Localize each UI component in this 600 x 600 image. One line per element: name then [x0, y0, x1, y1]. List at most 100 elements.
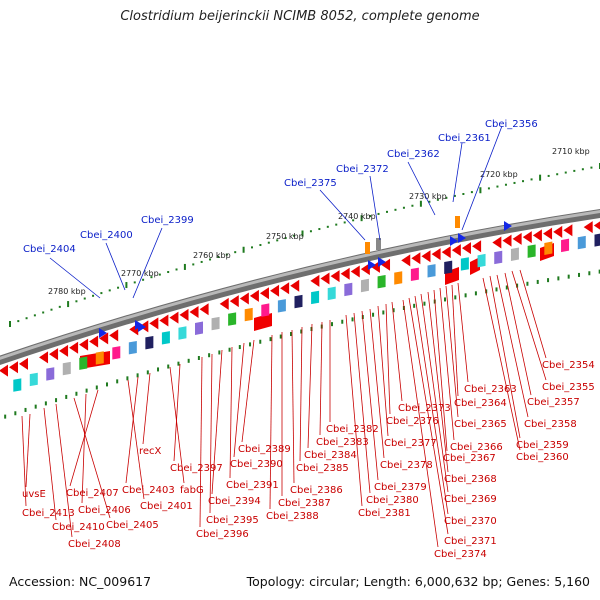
- lower-scale-dot: [474, 291, 477, 296]
- scale-dot: [301, 230, 304, 237]
- gene-label-red: Cbei_2390: [230, 459, 283, 470]
- lower-scale-dot: [197, 356, 200, 360]
- leader-line-red: [307, 323, 313, 449]
- gene-arrow: [512, 232, 522, 245]
- gene-label-red: Cbei_2359: [516, 440, 569, 451]
- gene-arrow: [593, 221, 600, 230]
- scale-dot: [225, 253, 228, 256]
- annotation-block: [228, 312, 237, 326]
- page-title: Clostridium beijerinckii NCIMB 8052, com…: [120, 9, 480, 24]
- scale-dot: [581, 168, 584, 171]
- gene-label-red: Cbei_2387: [278, 498, 331, 509]
- gene-arrow: [229, 295, 239, 308]
- gene-label-red: Cbei_2408: [68, 539, 121, 550]
- gene-arrow: [381, 258, 391, 271]
- leader-line-blue: [369, 175, 381, 241]
- gene-arrow: [441, 246, 451, 259]
- leader-line-red: [408, 297, 449, 535]
- scale-dot: [309, 230, 312, 233]
- gene-arrow: [199, 303, 209, 316]
- lower-scale-dot: [547, 278, 550, 283]
- scale-dot: [150, 276, 153, 279]
- scale-dot: [17, 320, 20, 323]
- gene-arrow: [421, 250, 431, 263]
- leader-line-blue: [452, 142, 463, 203]
- gene-arrow: [0, 364, 9, 377]
- lower-scale-dot: [34, 404, 37, 409]
- gene-label-red: Cbei_2383: [316, 437, 369, 448]
- gene-label-red: Cbei_2413: [22, 508, 75, 519]
- leader-line-red: [369, 308, 385, 459]
- feature-block: [455, 216, 460, 228]
- lower-scale-dot: [464, 293, 467, 298]
- scale-dot: [369, 215, 372, 218]
- gene-arrow: [249, 289, 259, 302]
- gene-label-blue: Cbei_2361: [438, 133, 491, 144]
- leader-line-red: [233, 342, 245, 458]
- leader-line-red: [519, 269, 547, 359]
- gene-label-red: Cbei_2363: [464, 384, 517, 395]
- gene-arrow: [320, 272, 330, 285]
- scale-dot: [183, 263, 186, 270]
- leader-line-red: [209, 353, 213, 514]
- lower-scale-dot: [75, 391, 78, 396]
- leader-line-red: [496, 274, 529, 418]
- blue-gene: [368, 260, 376, 270]
- annotation-block: [79, 356, 88, 370]
- gene-arrow: [472, 240, 482, 253]
- scale-dot: [175, 268, 178, 271]
- gene-label-red: Cbei_2364: [454, 398, 507, 409]
- gene-arrow: [179, 308, 189, 321]
- gene-label-red: Cbei_2391: [226, 480, 279, 491]
- annotation-block: [444, 260, 453, 275]
- gene-arrow: [350, 265, 360, 278]
- lower-scale-dot: [423, 301, 426, 306]
- gene-arrow: [99, 332, 109, 345]
- leader-line-blue: [319, 189, 366, 241]
- lower-scale-dot: [24, 407, 27, 412]
- scale-dot: [192, 263, 195, 266]
- label-leader-lines: [21, 125, 547, 548]
- gene-label-red: Cbei_2396: [196, 529, 249, 540]
- scale-dot: [267, 241, 270, 244]
- leader-line-red: [402, 299, 439, 548]
- annotation-block: [544, 241, 553, 255]
- gene-arrow: [431, 248, 441, 261]
- scale-dot: [259, 244, 262, 247]
- accession-text: Accession: NC_009617: [9, 574, 152, 589]
- leader-line-red: [211, 349, 223, 495]
- gene-label-red: Cbei_2388: [266, 511, 319, 522]
- leader-line-red: [291, 329, 295, 484]
- gene-arrow: [280, 282, 290, 295]
- scale-dot: [470, 191, 473, 194]
- leader-line-red: [199, 356, 203, 528]
- scale-dot: [522, 180, 525, 183]
- gene-arrow: [360, 263, 370, 276]
- scale-dot: [530, 178, 533, 181]
- lower-scale-dot: [95, 385, 98, 390]
- gene-block: [254, 313, 272, 331]
- lower-scale-dot: [413, 303, 416, 308]
- gene-label-red: Cbei_2365: [454, 419, 507, 430]
- scale-tick-label: 2740 kbp: [338, 212, 376, 221]
- leader-line-red: [173, 363, 181, 462]
- gene-arrow: [59, 344, 69, 357]
- lower-scale-dot: [187, 358, 190, 363]
- lower-scale-dot: [167, 364, 170, 369]
- gene-label-red: Cbei_2382: [326, 424, 379, 435]
- annotation-block: [494, 250, 503, 265]
- gene-label-red: Cbei_2366: [450, 442, 503, 453]
- scale-dot: [556, 173, 559, 176]
- lower-scale-dot: [578, 272, 581, 277]
- scale-dot: [547, 174, 550, 177]
- gene-label-red: Cbei_2360: [516, 452, 569, 463]
- scale-dot: [487, 187, 490, 190]
- lower-scale-dot: [228, 347, 231, 352]
- annotation-block: [360, 278, 369, 293]
- lower-scale-dot: [300, 329, 303, 334]
- scale-dot: [108, 289, 111, 292]
- gene-label-red: Cbei_2410: [52, 522, 105, 533]
- scale-dot: [83, 297, 86, 300]
- gene-label-blue: Cbei_2362: [387, 149, 440, 160]
- gene-label-red: Cbei_2401: [140, 501, 193, 512]
